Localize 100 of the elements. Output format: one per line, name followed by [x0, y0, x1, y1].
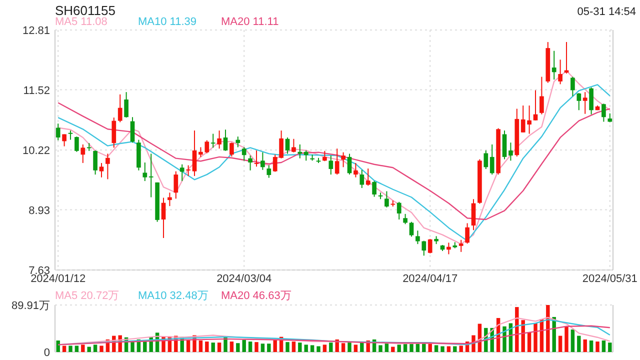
candlestick: [508, 142, 513, 162]
y-tick-label: 89.91万: [11, 300, 50, 312]
candlestick: [471, 198, 476, 231]
candlestick: [570, 76, 575, 97]
bar: [224, 336, 228, 352]
candlestick: [328, 155, 334, 176]
bar: [316, 346, 320, 352]
candlestick: [360, 169, 364, 188]
candlestick: [236, 136, 240, 148]
bar: [583, 339, 587, 352]
candlestick: [341, 152, 346, 168]
bar: [527, 332, 532, 352]
bar: [564, 326, 568, 352]
candlestick: [354, 162, 358, 178]
bar: [602, 340, 606, 352]
bar: [68, 346, 72, 352]
candlestick: [118, 94, 122, 123]
candlestick: [589, 86, 594, 115]
bar: [459, 346, 463, 352]
candlestick: [210, 133, 216, 148]
candlestick: [192, 130, 197, 176]
bar: [254, 342, 258, 352]
y-tick-label: 12.81: [22, 25, 50, 37]
bar: [570, 330, 575, 352]
candlestick: [186, 164, 190, 176]
bar: [589, 340, 594, 352]
bar: [335, 339, 339, 352]
candlestick: [56, 123, 60, 141]
bar: [186, 340, 190, 352]
candlestick: [502, 130, 507, 160]
bar: [360, 342, 364, 352]
text: MA20 46.63万: [221, 290, 292, 302]
candlestick: [242, 146, 246, 162]
candlestick: [540, 76, 544, 115]
candlestick: [112, 117, 116, 148]
candlestick: [465, 222, 470, 244]
candlestick: [490, 144, 494, 176]
candlestick: [428, 238, 432, 254]
bar: [298, 342, 302, 352]
candlestick: [552, 50, 556, 80]
candlestick: [254, 150, 259, 168]
candlestick: [174, 170, 178, 200]
candlestick: [130, 116, 135, 144]
bar: [211, 342, 215, 352]
candlestick: [68, 130, 73, 140]
x-tick-label: 2024/04/17: [402, 273, 458, 285]
bar: [552, 316, 556, 352]
bar: [378, 345, 382, 352]
candlestick: [484, 150, 488, 170]
bar: [236, 343, 240, 352]
bar: [198, 340, 203, 352]
candlestick: [422, 240, 426, 256]
candlestick: [124, 92, 128, 118]
candlestick: [266, 164, 272, 178]
candlestick: [161, 197, 166, 239]
bar: [416, 344, 420, 352]
candlestick: [409, 221, 414, 238]
candlestick: [285, 136, 290, 154]
bar: [397, 344, 401, 352]
bar: [440, 346, 444, 352]
bar: [446, 346, 451, 352]
candlestick: [403, 213, 408, 225]
candlestick: [396, 201, 402, 220]
bar: [354, 344, 358, 352]
candlestick: [260, 152, 265, 170]
text: MA5 20.72万: [55, 290, 120, 302]
candlestick: [180, 164, 184, 182]
bar: [87, 346, 91, 352]
candlestick: [304, 150, 308, 162]
candlestick: [217, 130, 222, 150]
candlestick: [80, 144, 86, 164]
bar: [260, 344, 265, 352]
bar: [322, 344, 327, 352]
candlestick: [334, 148, 340, 176]
candlestick: [168, 192, 172, 207]
text: MA20 11.11: [221, 16, 279, 28]
candlestick: [93, 150, 98, 176]
bar: [558, 336, 562, 352]
candlestick: [142, 162, 148, 182]
bar: [292, 342, 296, 352]
bar: [515, 307, 519, 352]
x-tick-label: 2024/03/04: [216, 273, 272, 285]
candlestick: [446, 242, 451, 255]
candlestick: [223, 129, 228, 152]
candlestick: [74, 136, 79, 152]
bar: [100, 346, 104, 352]
bar: [310, 345, 314, 352]
bar: [217, 342, 222, 352]
text: 05-31 14:54: [577, 6, 636, 18]
bar: [608, 342, 612, 352]
bar: [143, 342, 147, 352]
candlestick: [322, 150, 327, 162]
text: MA10 32.48万: [138, 290, 208, 302]
candlestick: [366, 168, 370, 186]
x-tick-label: 2024/05/31: [582, 273, 638, 285]
bar: [81, 344, 85, 352]
candlestick: [62, 134, 66, 147]
candlestick: [106, 153, 110, 180]
y-tick-label: 11.52: [23, 84, 50, 97]
y-tick-label: 8.93: [28, 204, 50, 217]
